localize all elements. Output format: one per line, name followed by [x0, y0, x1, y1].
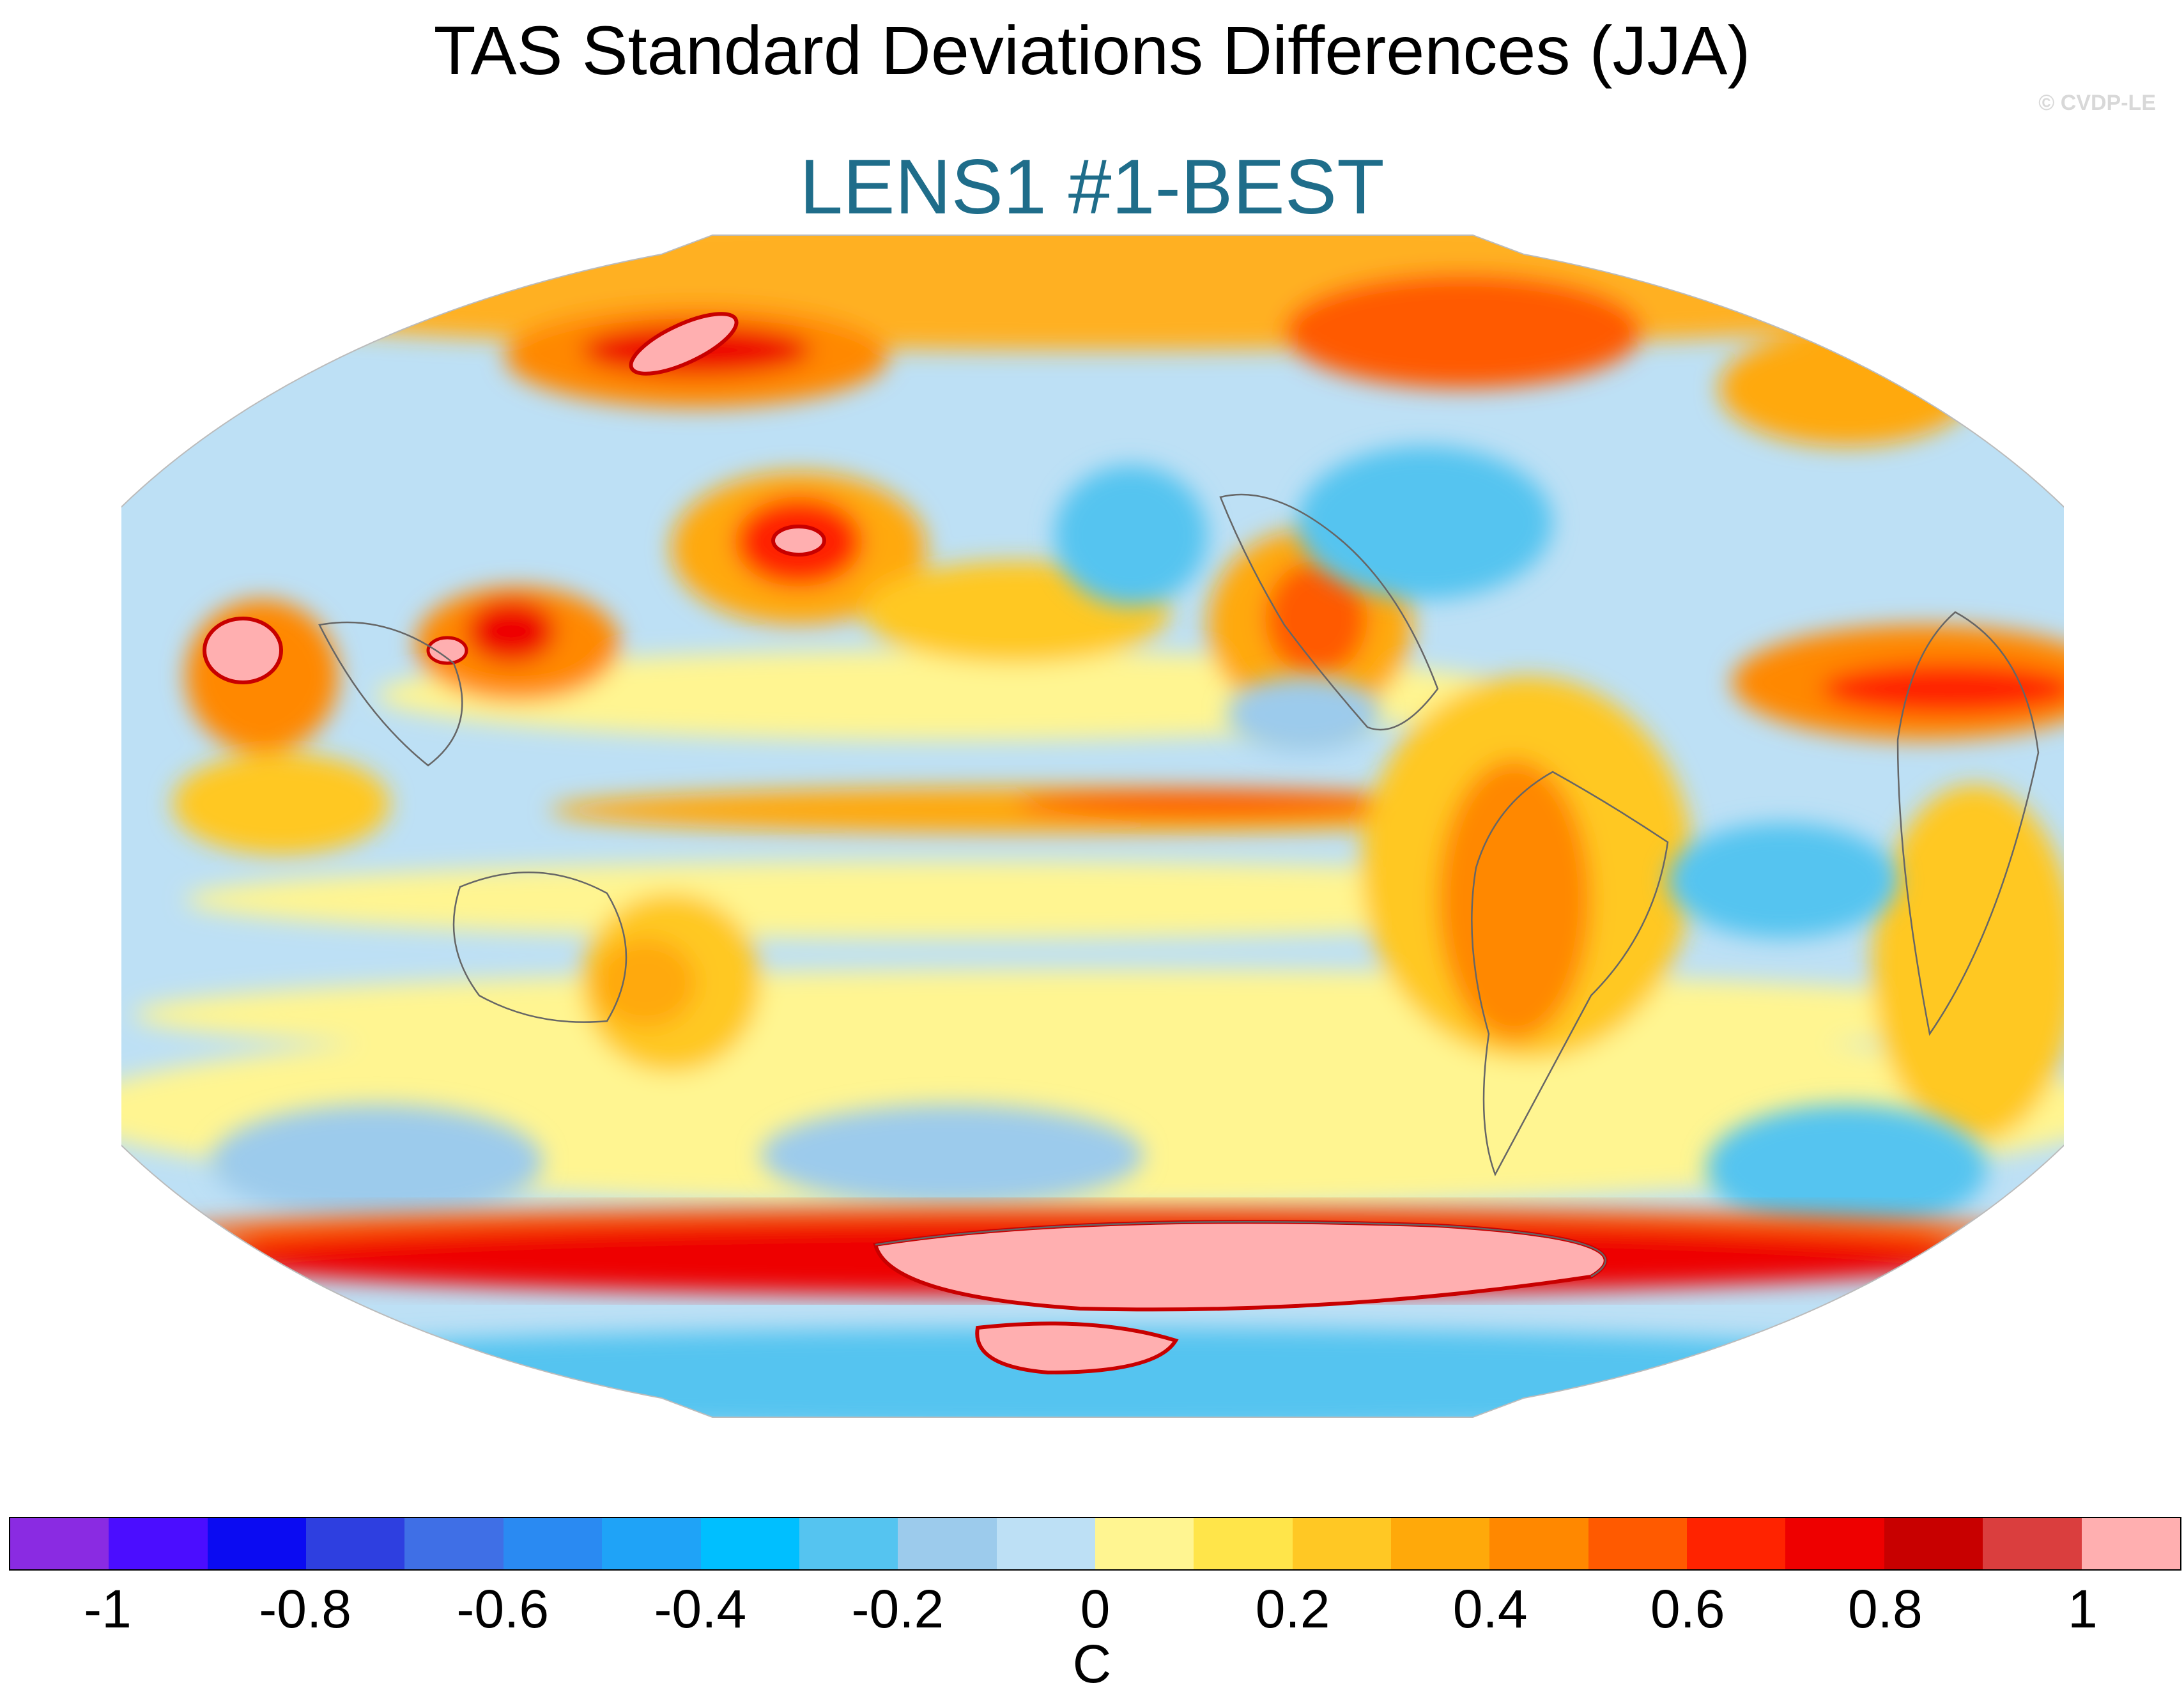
colorbar-swatch: [2081, 1518, 2180, 1569]
colorbar-tick-label: -0.6: [456, 1579, 550, 1639]
colorbar-swatch: [602, 1518, 701, 1569]
colorbar-swatch: [1095, 1518, 1194, 1569]
colorbar-tick-label: 0.2: [1255, 1579, 1330, 1639]
chart-title: TAS Standard Deviations Differences (JJA…: [433, 12, 1751, 89]
colorbar-tick-label: 0.4: [1452, 1579, 1528, 1639]
colorbar-tick-label: -0.4: [654, 1579, 747, 1639]
colorbar-swatch: [1588, 1518, 1688, 1569]
colorbar-ticks: -1 -0.8 -0.6 -0.4 -0.2 0 0.2 0.4 0.6 0.8 1: [9, 1577, 2181, 1647]
world-map: [121, 234, 2064, 1418]
colorbar-swatch: [700, 1518, 799, 1569]
colorbar-tick-label: -1: [84, 1579, 132, 1639]
colorbar-swatch: [404, 1518, 504, 1569]
colorbar-tick-label: 0.6: [1650, 1579, 1725, 1639]
colorbar-unit-label: C: [1072, 1634, 1112, 1694]
colorbar-swatch: [898, 1518, 997, 1569]
colorbar-tick-label: 0: [1080, 1579, 1111, 1639]
colorbar-swatch: [109, 1518, 208, 1569]
colorbar-swatch: [1391, 1518, 1490, 1569]
colorbar-tick-label: 0.8: [1847, 1579, 1923, 1639]
colorbar-swatch: [1292, 1518, 1392, 1569]
credit-label: © CVDP-LE: [2038, 91, 2156, 115]
colorbar-swatch: [1687, 1518, 1786, 1569]
colorbar-swatch: [10, 1518, 109, 1569]
colorbar-swatch: [1983, 1518, 2082, 1569]
colorbar-swatch: [503, 1518, 603, 1569]
colorbar-tick-label: -0.2: [851, 1579, 944, 1639]
colorbar-tick-label: -0.8: [259, 1579, 351, 1639]
chart-subtitle: LENS1 #1-BEST: [799, 143, 1385, 230]
colorbar-swatch: [1194, 1518, 1293, 1569]
colorbar: [9, 1517, 2181, 1571]
colorbar-tick-label: 1: [2068, 1579, 2098, 1639]
colorbar-swatch: [996, 1518, 1095, 1569]
colorbar-swatch: [1489, 1518, 1588, 1569]
colorbar-swatch: [207, 1518, 307, 1569]
colorbar-swatch: [306, 1518, 405, 1569]
colorbar-swatch: [1884, 1518, 1983, 1569]
colorbar-swatch: [799, 1518, 898, 1569]
colorbar-swatch: [1785, 1518, 1884, 1569]
